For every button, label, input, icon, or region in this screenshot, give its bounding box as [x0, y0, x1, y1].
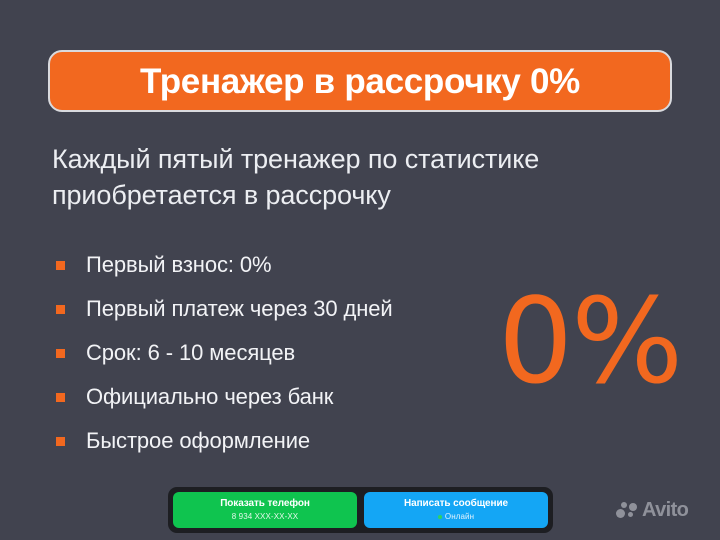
- send-message-label: Написать сообщение: [404, 498, 508, 510]
- square-bullet-icon: [56, 436, 65, 446]
- send-message-button[interactable]: Написать сообщение Онлайн: [364, 492, 548, 528]
- square-bullet-icon: [56, 304, 65, 314]
- list-item: Официально через банк: [56, 375, 526, 419]
- online-dot-icon: [437, 514, 442, 519]
- list-item-label: Срок: 6 - 10 месяцев: [86, 340, 296, 365]
- online-status: Онлайн: [437, 511, 475, 522]
- action-bar: Показать телефон 8 934 XXX-XX-XX Написат…: [168, 487, 553, 533]
- avito-wordmark: Avito: [642, 499, 689, 521]
- online-status-label: Онлайн: [444, 511, 475, 521]
- list-item: Первый платеж через 30 дней: [56, 287, 526, 331]
- subtitle-text: Каждый пятый тренажер по статистике прио…: [52, 144, 540, 210]
- title-text: Тренажер в рассрочку 0%: [139, 61, 581, 101]
- list-item-label: Первый взнос: 0%: [86, 252, 272, 277]
- avito-watermark: Avito: [616, 499, 689, 521]
- list-item: Первый взнос: 0%: [56, 243, 526, 287]
- square-bullet-icon: [56, 348, 65, 358]
- phone-number-text: 8 934 XXX-XX-XX: [231, 511, 299, 521]
- list-item: Срок: 6 - 10 месяцев: [56, 331, 526, 375]
- list-item: Быстрое оформление: [56, 419, 526, 463]
- show-phone-button[interactable]: Показать телефон 8 934 XXX-XX-XX: [173, 492, 357, 528]
- feature-list: Первый взнос: 0% Первый платеж через 30 …: [56, 243, 526, 463]
- title-banner: Тренажер в рассрочку 0%: [48, 50, 672, 112]
- avito-logo-icon: [616, 501, 638, 520]
- square-bullet-icon: [56, 392, 65, 402]
- square-bullet-icon: [56, 260, 65, 270]
- list-item-label: Быстрое оформление: [86, 428, 311, 453]
- highlight-percentage: 0%: [498, 272, 683, 410]
- list-item-label: Официально через банк: [86, 384, 334, 409]
- show-phone-label: Показать телефон: [220, 498, 310, 510]
- list-item-label: Первый платеж через 30 дней: [86, 296, 393, 321]
